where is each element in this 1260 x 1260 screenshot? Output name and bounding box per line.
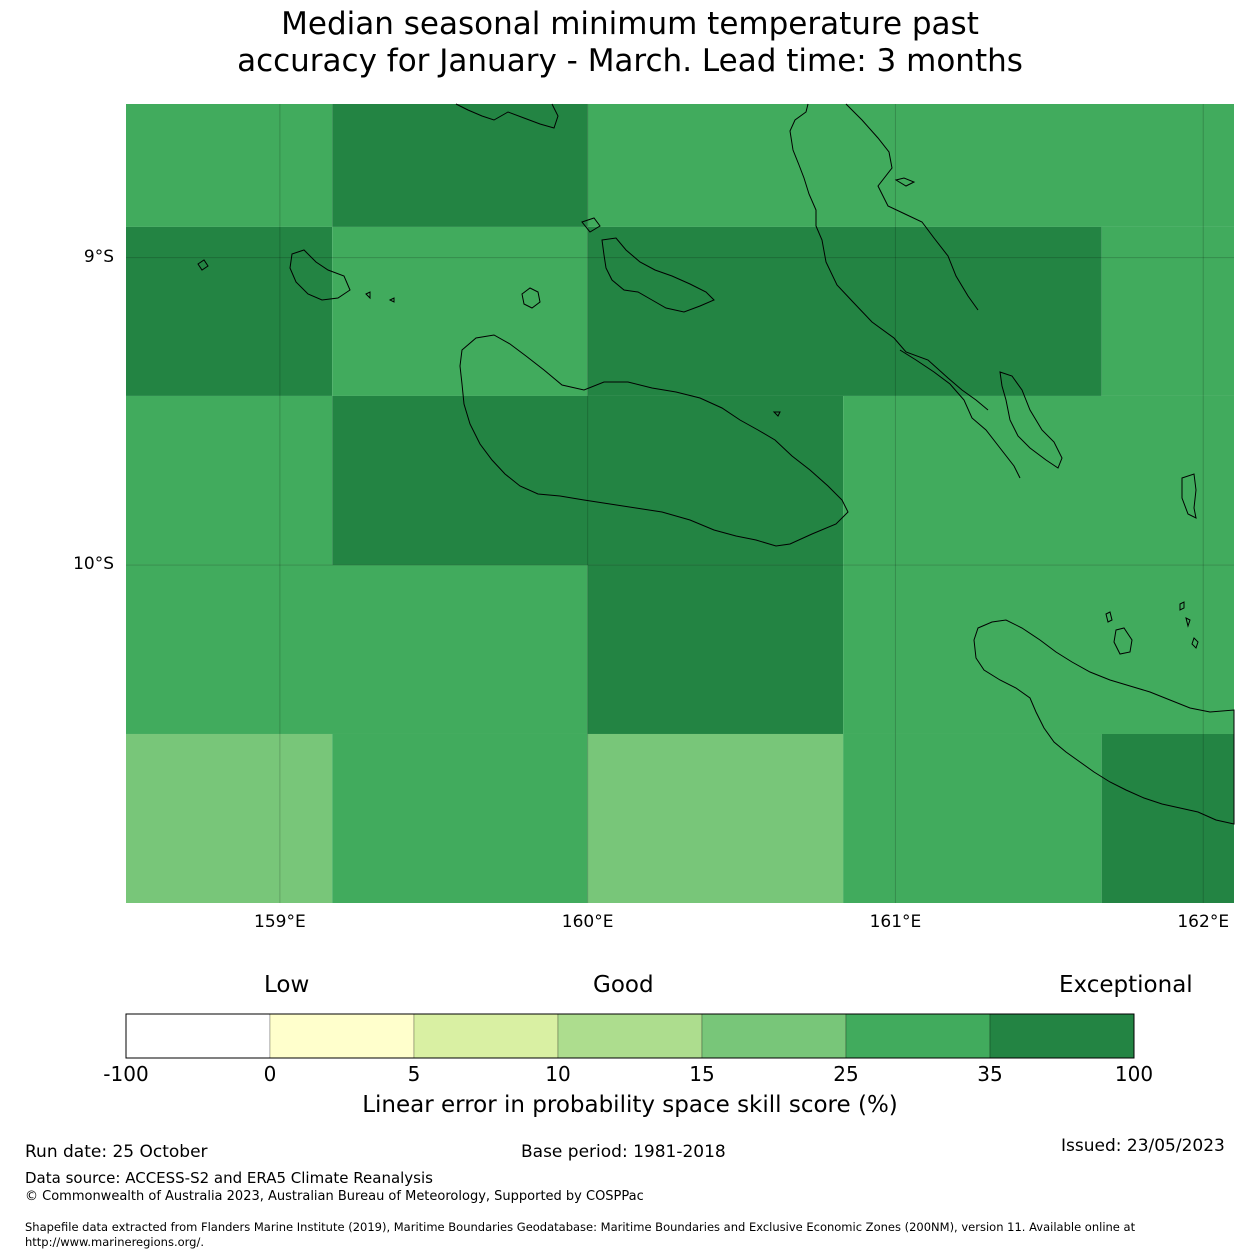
coastline-makira [973, 619, 1235, 825]
coastline-small-islet-7 [388, 297, 395, 303]
colorbar-tick-label: 35 [977, 1062, 1003, 1086]
colorbar-tick-label: 0 [263, 1062, 277, 1086]
skill-cell-16 [843, 733, 1102, 903]
title-line-1: Median seasonal minimum temperature past [281, 6, 979, 42]
colorbar-tick-label: 25 [833, 1062, 859, 1086]
lon-tick-label: 160°E [561, 912, 614, 932]
coastline-islet-west [197, 259, 209, 271]
colorbar-tick-label: 10 [545, 1062, 571, 1086]
lon-tick-label: 161°E [869, 912, 922, 932]
legend-exceptional-label: Exceptional [1059, 972, 1193, 998]
skill-cell-4 [332, 226, 588, 396]
skill-cell-0 [126, 104, 333, 227]
skill-cell-1 [332, 104, 588, 227]
coastline-guadalcanal [459, 334, 849, 547]
skill-cell-10 [126, 564, 588, 734]
issued-date: Issued: 23/05/2023 [1061, 1136, 1225, 1156]
skill-cell-3 [126, 226, 333, 396]
coastline-small-islet-8 [365, 291, 371, 300]
skill-cell-2 [587, 104, 1234, 227]
coastline-florida-islands [601, 237, 715, 313]
coastline-small-islet-3 [1179, 601, 1185, 611]
copyright: © Commonwealth of Australia 2023, Austra… [25, 1189, 644, 1204]
coastline-small-islet-5 [1191, 637, 1199, 649]
coastlines [197, 103, 1235, 825]
colorbar-tick-label: 15 [689, 1062, 715, 1086]
legend-good-label: Good [593, 972, 654, 998]
colorbar-tick-label: -100 [103, 1062, 149, 1086]
coastline-santa-isabel-east [845, 103, 979, 311]
skill-cell-17 [1101, 733, 1234, 903]
colorbar-label: Linear error in probability space skill … [362, 1092, 898, 1118]
lat-tick-label: 10°S [73, 553, 114, 574]
title-line-2: accuracy for January - March. Lead time:… [237, 43, 1023, 79]
data-source: Data source: ACCESS-S2 and ERA5 Climate … [25, 1169, 433, 1187]
lon-tick-label: 159°E [254, 912, 306, 932]
skill-cell-15 [587, 733, 844, 903]
coastline-malaita-west [899, 349, 1021, 479]
map-title: Median seasonal minimum temperature past… [0, 6, 1260, 80]
shapefile-credit-line-2: http://www.marineregions.org/. [25, 1235, 204, 1249]
skill-cell-11 [587, 564, 844, 734]
coastline-small-islet-2 [1105, 611, 1113, 623]
skill-grid [126, 104, 1234, 903]
coastline-ulawa [1181, 473, 1197, 519]
lat-tick-label: 9°S [83, 246, 114, 267]
base-period: Base period: 1981-2018 [521, 1142, 726, 1162]
coastline-malaita [999, 371, 1063, 469]
skill-cell-8 [332, 395, 844, 565]
skill-cell-6 [1101, 226, 1234, 396]
run-date: Run date: 25 October [25, 1142, 208, 1162]
graticule [126, 104, 1234, 903]
colorbar-tick-label: 5 [407, 1062, 421, 1086]
skill-cell-5 [587, 226, 1102, 396]
coastline-small-islet-6 [772, 411, 781, 417]
colorbar-tick-label: 100 [1114, 1062, 1154, 1086]
coastline-savo [521, 287, 541, 309]
coastline-small-islet-1 [1113, 627, 1133, 655]
shapefile-credit-line-1: Shapefile data extracted from Flanders M… [25, 1220, 1136, 1234]
coastline-small-islet-9 [581, 217, 601, 233]
lon-tick-label: 162°E [1177, 912, 1230, 932]
coastline-russell-islands [289, 249, 351, 301]
skill-cell-13 [126, 733, 333, 903]
coastline-santa-isabel [789, 103, 989, 411]
coastline-new-georgia [455, 103, 559, 129]
legend-low-label: Low [264, 972, 310, 998]
skill-cell-14 [332, 733, 588, 903]
coastline-small-islet-10 [894, 177, 916, 187]
skill-cell-7 [126, 395, 333, 565]
skill-cell-9 [843, 395, 1234, 565]
skill-cell-12 [843, 564, 1234, 734]
coastline-small-islet-4 [1185, 617, 1191, 628]
